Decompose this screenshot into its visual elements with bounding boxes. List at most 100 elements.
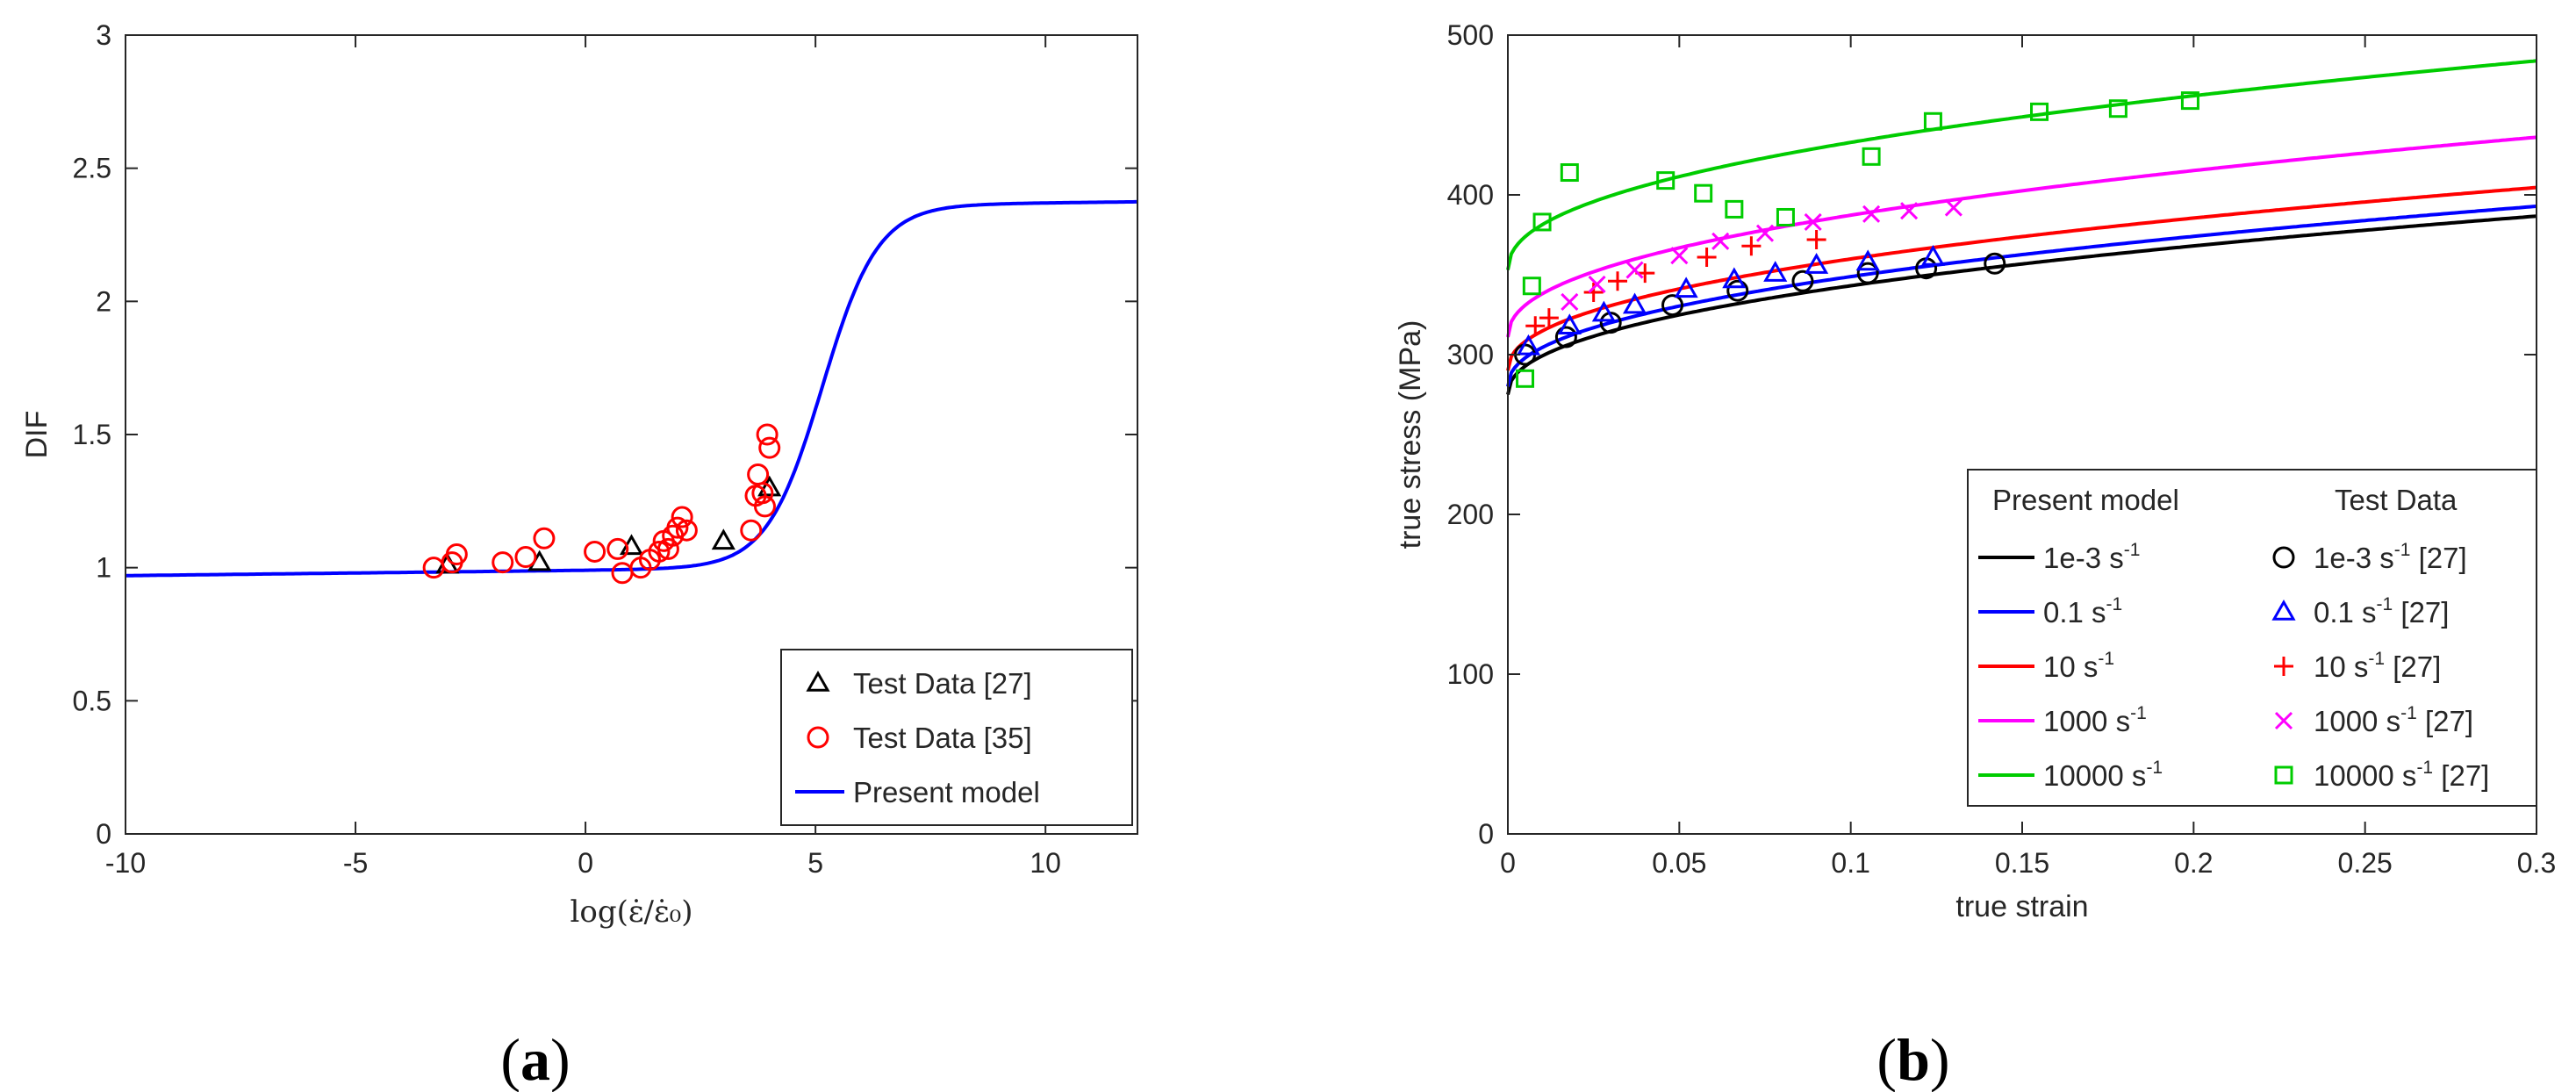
legend-marker xyxy=(807,726,829,749)
test-data-35-marker xyxy=(740,519,763,542)
panel-b-chart: 0 0.05 0.1 0.15 0.2 0.25 0.3 0 100 200 300 400 500 tr… xyxy=(1394,19,2556,1092)
test-data-marker-0.1 xyxy=(1920,244,1946,266)
x-tick-label: 0.1 xyxy=(1831,847,1869,879)
x-tick-label: 0 xyxy=(1500,847,1516,879)
legend-label: Present model xyxy=(853,776,1040,808)
test-data-35-marker xyxy=(445,543,468,565)
y-axis-label: DIF xyxy=(20,411,54,459)
y-tick-label: 0 xyxy=(1478,818,1494,850)
legend-marker xyxy=(2274,711,2293,730)
test-data-marker-0.1 xyxy=(1855,249,1880,271)
test-data-marker-1000 xyxy=(1561,292,1579,312)
y-tick-label: 3 xyxy=(96,19,111,51)
test-data-marker-10 xyxy=(1525,316,1546,336)
test-data-marker-10000 xyxy=(1862,147,1881,166)
y-tick-label: 2 xyxy=(96,285,111,317)
x-tick-label: -10 xyxy=(105,847,146,879)
y-tick-label: 1.5 xyxy=(73,419,111,450)
test-data-marker-10000 xyxy=(2030,102,2049,121)
legend-header: Present model xyxy=(1992,484,2179,516)
test-data-35-marker xyxy=(675,519,698,542)
y-tick-label: 0 xyxy=(96,818,111,850)
test-data-27-marker xyxy=(711,528,735,550)
test-data-marker-0.1 xyxy=(1557,313,1582,334)
panel-caption: (b) xyxy=(1876,1026,1949,1092)
test-data-marker-0.1 xyxy=(1674,277,1698,298)
legend-marker xyxy=(2271,599,2296,621)
test-data-35-marker xyxy=(657,537,679,560)
test-data-marker-1000 xyxy=(1900,202,1919,220)
test-data-marker-0.1 xyxy=(1763,261,1788,282)
test-data-marker-10000 xyxy=(2180,91,2199,111)
test-data-35-marker xyxy=(751,482,774,505)
y-tick-label: 400 xyxy=(1447,179,1494,211)
model-curve-10000 xyxy=(1506,59,2537,270)
test-data-marker-1000 xyxy=(1588,275,1606,293)
panel-caption: (a) xyxy=(500,1026,570,1092)
legend-test-label: 0.1 s-1 [27] xyxy=(2314,594,2449,629)
legend-model-label: 1000 s-1 xyxy=(2043,703,2147,737)
x-tick-label: 0.05 xyxy=(1652,847,1706,879)
test-data-35-marker xyxy=(671,506,693,528)
legend-box xyxy=(1967,469,2537,807)
test-data-marker-1000 xyxy=(1862,205,1881,223)
test-data-marker-1000 xyxy=(1804,212,1822,232)
test-data-marker-10000 xyxy=(1516,369,1535,388)
test-data-marker-10000 xyxy=(1522,277,1541,296)
panel-a-chart: -10 -5 0 5 10 0 0.5 1 1.5 2 2.5 3 DIF log(ε̇/ε̇₀) Test… xyxy=(20,19,1138,1092)
test-data-27-marker xyxy=(757,475,782,497)
test-data-35-marker xyxy=(514,546,537,569)
test-data-35-marker xyxy=(584,540,606,563)
test-data-marker-10 xyxy=(1608,271,1628,291)
test-data-marker-10000 xyxy=(1923,111,1942,131)
test-data-marker-10 xyxy=(1697,247,1717,267)
x-tick-label: 0 xyxy=(578,847,593,879)
model-curve-1000 xyxy=(1506,135,2537,338)
legend-marker xyxy=(2272,546,2295,569)
x-axis-label: log(ε̇/ε̇₀) xyxy=(570,894,693,930)
model-curve-0.1 xyxy=(1506,205,2537,387)
test-data-marker-1e-3 xyxy=(1856,262,1879,284)
test-data-marker-10 xyxy=(1539,308,1559,328)
test-data-marker-1000 xyxy=(1944,198,1962,217)
y-tick-label: 300 xyxy=(1447,339,1494,370)
legend-model-label: 10000 s-1 xyxy=(2043,758,2163,792)
test-data-35-marker xyxy=(533,527,556,550)
y-tick-label: 200 xyxy=(1447,499,1494,530)
test-data-marker-1e-3 xyxy=(1726,279,1749,302)
test-data-marker-1e-3 xyxy=(1661,294,1684,317)
x-tick-label: 0.2 xyxy=(2174,847,2213,879)
y-tick-label: 1 xyxy=(96,552,111,584)
test-data-35-marker xyxy=(666,516,689,539)
test-data-marker-10 xyxy=(1583,283,1604,303)
test-data-marker-10 xyxy=(1806,229,1826,249)
test-data-marker-1000 xyxy=(1625,261,1644,279)
y-tick-label: 2.5 xyxy=(73,153,111,184)
legend-marker xyxy=(806,670,830,692)
legend-label: Test Data [27] xyxy=(853,667,1032,700)
test-data-marker-10000 xyxy=(1532,212,1552,232)
model-curve-1e-3 xyxy=(1506,214,2537,395)
y-tick-label: 100 xyxy=(1447,658,1494,690)
legend-test-label: 1e-3 s-1 [27] xyxy=(2314,540,2467,574)
test-data-marker-0.1 xyxy=(1516,334,1541,356)
x-tick-label: 10 xyxy=(1030,847,1061,879)
test-data-marker-10000 xyxy=(1694,183,1713,203)
y-axis-label: true stress (MPa) xyxy=(1394,320,1427,550)
x-tick-label: -5 xyxy=(343,847,368,879)
legend-test-label: 1000 s-1 [27] xyxy=(2314,703,2473,737)
test-data-35-marker xyxy=(606,537,629,560)
test-data-marker-1e-3 xyxy=(1554,326,1577,348)
legend-test-label: 10 s-1 [27] xyxy=(2314,649,2441,683)
test-data-marker-0.1 xyxy=(1805,253,1829,274)
test-data-marker-0.1 xyxy=(1591,300,1616,322)
test-data-marker-0.1 xyxy=(1722,267,1747,289)
x-tick-label: 0.25 xyxy=(2338,847,2393,879)
test-data-35-marker xyxy=(753,495,776,518)
test-data-marker-10000 xyxy=(1725,199,1744,219)
legend-model-label: 10 s-1 xyxy=(2043,649,2114,683)
y-tick-label: 500 xyxy=(1447,19,1494,51)
x-tick-label: 0.3 xyxy=(2517,847,2556,879)
test-data-35-marker xyxy=(756,423,779,446)
